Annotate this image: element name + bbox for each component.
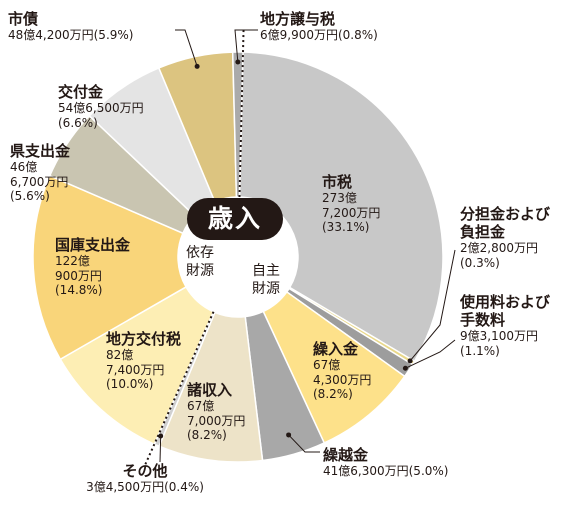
slice-amount-kurikoshikin: 41億6,300万円(5.0%) bbox=[323, 464, 449, 478]
slice-amount-kofukin: 54億6,500万円 bbox=[58, 101, 144, 115]
leader-buntankin bbox=[409, 249, 456, 362]
slice-amount-sonota: 3億4,500万円(0.4%) bbox=[86, 480, 204, 494]
slice-percent-kenshishutsukin: (5.6%) bbox=[10, 189, 50, 203]
slice-amount-shizei: 273億 7,200万円 bbox=[322, 191, 381, 220]
slice-amount-shiyoryo: 9億3,100万円 bbox=[460, 329, 538, 343]
pie-slice bbox=[231, 51, 244, 198]
slice-name-buntankin: 分担金および 負担金 bbox=[460, 205, 551, 241]
pie-slice bbox=[59, 285, 215, 446]
slice-label-buntankin: 分担金および 負担金 2億2,800万円 (0.3%) bbox=[460, 205, 550, 270]
slice-percent-kokko: (14.8%) bbox=[55, 283, 103, 297]
slice-percent-chihokofuzei: (10.0%) bbox=[106, 377, 154, 391]
leader-shiyoryo bbox=[405, 339, 456, 369]
leader-chihojoyozei-dot bbox=[235, 59, 241, 65]
slice-amount-chihojoyozei: 6億9,900万円(0.8%) bbox=[260, 28, 378, 42]
slice-label-kokko: 国庫支出金 122億 900万円 (14.8%) bbox=[55, 236, 131, 297]
leader-kurikoshikin-dot bbox=[286, 432, 292, 438]
slice-label-shizei: 市税 273億 7,200万円 (33.1%) bbox=[322, 173, 381, 234]
slice-label-shiyoryo: 使用料および 手数料 9億3,100万円 (1.1%) bbox=[460, 293, 550, 358]
leader-sonota bbox=[159, 436, 162, 463]
slice-amount-chihokofuzei: 82億 7,400万円 bbox=[106, 348, 165, 377]
leader-buntankin-dot bbox=[407, 358, 413, 364]
slice-percent-shoshunyu: (8.2%) bbox=[187, 428, 227, 442]
slice-percent-kuriirekin: (8.2%) bbox=[313, 387, 353, 401]
leader-shiyoryo-dot bbox=[402, 365, 408, 371]
slice-name-shiyoryo: 使用料および 手数料 bbox=[460, 293, 551, 329]
leader-shisai-dot bbox=[194, 63, 200, 69]
slice-label-kenshishutsukin: 県支出金 46億 6,700万円 (5.6%) bbox=[10, 142, 71, 203]
leader-chihojoyozei bbox=[234, 29, 258, 63]
slice-label-kuriirekin: 繰入金 67億 4,300万円 (8.2%) bbox=[313, 340, 372, 401]
slice-label-kurikoshikin: 繰越金 41億6,300万円(5.0%) bbox=[323, 446, 449, 478]
slice-amount-kuriirekin: 67億 4,300万円 bbox=[313, 358, 372, 387]
slice-percent-shizei: (33.1%) bbox=[322, 220, 370, 234]
slice-amount-kokko: 122億 900万円 bbox=[55, 254, 102, 283]
group-label-dependent: 依存財源 bbox=[186, 245, 214, 279]
slice-amount-kenshishutsukin: 46億 6,700万円 bbox=[10, 160, 69, 189]
slice-amount-shoshunyu: 67億 7,000万円 bbox=[187, 399, 246, 428]
slice-label-kofukin: 交付金 54億6,500万円 (6.6%) bbox=[58, 83, 144, 130]
pie-slice bbox=[32, 174, 188, 361]
slice-amount-buntankin: 2億2,800万円 bbox=[460, 241, 538, 255]
center-title: 歳入 bbox=[187, 198, 283, 240]
slice-percent-buntankin: (0.3%) bbox=[460, 255, 500, 270]
slice-amount-shisai: 48億4,200万円(5.9%) bbox=[8, 28, 134, 42]
leader-shisai bbox=[175, 29, 198, 67]
slice-label-shoshunyu: 諸収入 67億 7,000万円 (8.2%) bbox=[187, 381, 246, 442]
leader-kurikoshikin bbox=[288, 434, 320, 453]
group-label-own: 自主財源 bbox=[252, 263, 280, 297]
slice-label-chihokofuzei: 地方交付税 82億 7,400万円 (10.0%) bbox=[106, 330, 182, 391]
leader-sonota-dot bbox=[158, 433, 164, 439]
pie-slice bbox=[238, 51, 444, 363]
slice-label-sonota: その他 3億4,500万円(0.4%) bbox=[20, 462, 270, 495]
slice-label-chihojoyozei: 地方譲与税 6億9,900万円(0.8%) bbox=[260, 10, 378, 42]
slice-label-shisai: 市債 48億4,200万円(5.9%) bbox=[8, 10, 134, 42]
slice-percent-shiyoryo: (1.1%) bbox=[460, 343, 500, 358]
slice-percent-kofukin: (6.6%) bbox=[58, 115, 98, 130]
